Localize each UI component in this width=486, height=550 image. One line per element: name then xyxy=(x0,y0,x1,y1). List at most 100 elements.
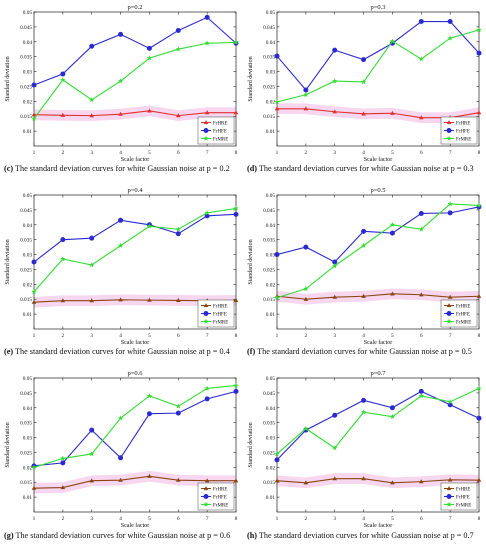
legend-label: FrHRE xyxy=(456,487,470,492)
data-point-frmre xyxy=(89,262,95,268)
legend: FrHRE FrHFE FrMRE xyxy=(440,299,478,328)
x-tick-label: 2 xyxy=(62,150,65,156)
series-line-frhfe xyxy=(276,206,480,263)
x-tick-label: 4 xyxy=(362,333,365,339)
x-tick-label: 4 xyxy=(119,150,122,156)
caption-g: (g) The standard deviation curves for wh… xyxy=(4,531,231,540)
y-tick-label: 0.03 xyxy=(266,253,276,259)
data-point-frmre xyxy=(175,46,181,52)
series-line-frmre xyxy=(33,41,237,119)
data-point-frhre xyxy=(332,109,338,114)
data-point-frhfe xyxy=(303,244,309,250)
data-point-frmre xyxy=(274,451,280,457)
data-point-frmre xyxy=(303,425,309,431)
series-frhfe xyxy=(31,14,239,88)
data-point-frhre xyxy=(418,292,424,297)
y-tick-label: 0.03 xyxy=(266,70,276,76)
series-line-frmre xyxy=(276,203,480,299)
data-point-frmre xyxy=(31,288,37,295)
data-point-frmre xyxy=(60,77,66,83)
x-tick-label: 7 xyxy=(206,150,209,156)
series-line-frhre xyxy=(276,293,480,300)
series-line-frhfe xyxy=(276,390,480,461)
y-tick-label: 0.035 xyxy=(263,238,275,244)
y-tick-label: 0.015 xyxy=(20,480,32,486)
legend-swatch-marker xyxy=(446,303,452,308)
y-axis-label: Standard deviation xyxy=(5,422,11,467)
panel-h: p=0.7 0.01 0.015 0.02 0.025 0.03 0.035 0.04 0.04… xyxy=(243,366,486,550)
data-point-frhre xyxy=(118,297,123,302)
data-point-frmre xyxy=(389,413,396,419)
variability-band xyxy=(34,294,236,308)
legend-swatch-marker xyxy=(446,318,452,324)
y-tick-label: 0.045 xyxy=(263,208,275,214)
data-point-frmre xyxy=(389,221,396,228)
x-tick-label: 2 xyxy=(62,516,65,522)
data-point-frhfe xyxy=(361,228,367,234)
y-tick-label: 0.01 xyxy=(23,129,33,135)
y-tick-label: 0.015 xyxy=(263,480,275,486)
series-frhre xyxy=(274,476,482,485)
legend-swatch-marker xyxy=(203,318,209,324)
variability-band xyxy=(34,105,236,121)
caption-f: (f) The standard deviation curves for wh… xyxy=(247,347,472,356)
y-tick-label: 0.02 xyxy=(23,465,33,471)
data-point-frmre xyxy=(146,393,153,399)
data-point-frhfe xyxy=(175,231,181,237)
data-point-frmre xyxy=(204,210,210,216)
y-tick-label: 0.015 xyxy=(263,297,275,303)
x-axis-label: Scale factor xyxy=(121,522,149,529)
y-tick-label: 0.045 xyxy=(263,391,275,397)
y-tick-label: 0.01 xyxy=(266,312,276,318)
data-point-frhfe xyxy=(418,388,424,394)
legend-label: FrHRE xyxy=(213,121,227,126)
y-tick-label: 0.02 xyxy=(23,99,33,105)
y-tick-label: 0.05 xyxy=(23,10,33,16)
data-point-frhre xyxy=(361,111,366,116)
data-point-frhfe xyxy=(60,460,66,466)
data-point-frmre xyxy=(204,385,210,391)
data-point-frhfe xyxy=(89,235,95,241)
x-tick-label: 2 xyxy=(305,150,308,156)
x-tick-label: 8 xyxy=(235,516,238,522)
variability-band xyxy=(277,288,479,305)
plot-frame xyxy=(276,11,480,147)
data-point-frmre xyxy=(303,91,309,98)
x-tick-label: 5 xyxy=(148,333,151,339)
y-axis-label: Standard deviation xyxy=(248,239,254,284)
y-tick-label: 0.025 xyxy=(263,450,275,456)
legend-label: FrHRE xyxy=(213,304,227,309)
legend-swatch-marker xyxy=(203,494,209,499)
x-tick-label: 2 xyxy=(305,516,308,522)
data-point-frhfe xyxy=(476,415,482,421)
x-tick-label: 5 xyxy=(391,333,394,339)
data-point-frhfe xyxy=(204,396,210,402)
data-point-frmre xyxy=(89,451,95,457)
data-point-frhre xyxy=(147,473,152,478)
data-point-frmre xyxy=(31,115,37,121)
y-tick-label: 0.02 xyxy=(23,282,33,288)
chart-title: p=0.5 xyxy=(370,187,385,194)
legend-swatch-marker xyxy=(203,135,209,141)
legend-label: FrHFE xyxy=(456,495,470,500)
data-point-frmre xyxy=(447,399,453,405)
panel-g: p=0.6 0.01 0.015 0.02 0.025 0.03 0.035 0.04 0.04… xyxy=(0,366,243,550)
y-tick-label: 0.05 xyxy=(266,376,276,382)
series-frmre xyxy=(274,201,482,300)
chart-title: p=0.7 xyxy=(370,370,386,377)
data-point-frmre xyxy=(418,56,424,62)
data-point-frhre xyxy=(89,298,95,303)
data-point-frhfe xyxy=(447,210,453,216)
data-point-frhfe xyxy=(274,53,280,59)
y-tick-label: 0.02 xyxy=(266,465,276,471)
data-point-frhre xyxy=(175,298,181,303)
legend-label: FrHRE xyxy=(213,487,227,492)
x-tick-label: 4 xyxy=(362,150,365,156)
x-tick-label: 7 xyxy=(206,516,209,522)
data-point-frmre xyxy=(233,205,239,211)
chart-title: p=0.3 xyxy=(370,4,385,11)
data-point-frhfe xyxy=(447,19,453,25)
series-frmre xyxy=(274,385,482,457)
x-tick-label: 7 xyxy=(449,150,452,156)
legend-label: FrHFE xyxy=(456,129,470,134)
